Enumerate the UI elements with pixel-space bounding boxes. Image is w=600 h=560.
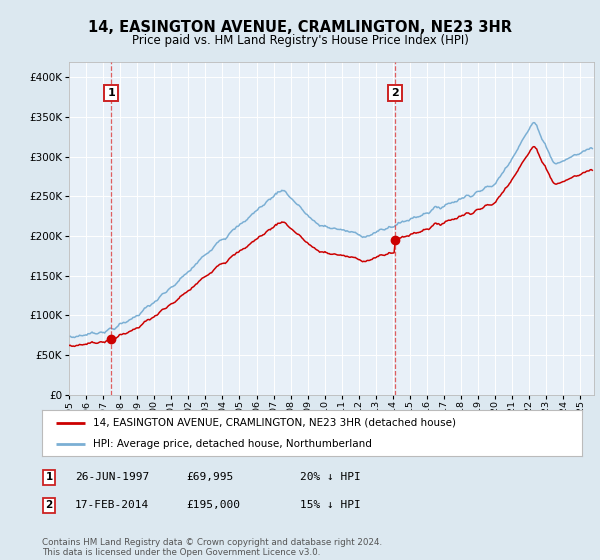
Text: 2: 2 bbox=[46, 500, 53, 510]
Text: £195,000: £195,000 bbox=[186, 500, 240, 510]
Text: HPI: Average price, detached house, Northumberland: HPI: Average price, detached house, Nort… bbox=[94, 439, 372, 449]
Text: Contains HM Land Registry data © Crown copyright and database right 2024.
This d: Contains HM Land Registry data © Crown c… bbox=[42, 538, 382, 557]
Text: 1: 1 bbox=[107, 88, 115, 99]
Text: 14, EASINGTON AVENUE, CRAMLINGTON, NE23 3HR: 14, EASINGTON AVENUE, CRAMLINGTON, NE23 … bbox=[88, 20, 512, 35]
Text: 15% ↓ HPI: 15% ↓ HPI bbox=[300, 500, 361, 510]
Text: 17-FEB-2014: 17-FEB-2014 bbox=[75, 500, 149, 510]
Text: £69,995: £69,995 bbox=[186, 472, 233, 482]
Text: 20% ↓ HPI: 20% ↓ HPI bbox=[300, 472, 361, 482]
Text: Price paid vs. HM Land Registry's House Price Index (HPI): Price paid vs. HM Land Registry's House … bbox=[131, 34, 469, 46]
Text: 2: 2 bbox=[391, 88, 399, 99]
Text: 14, EASINGTON AVENUE, CRAMLINGTON, NE23 3HR (detached house): 14, EASINGTON AVENUE, CRAMLINGTON, NE23 … bbox=[94, 418, 457, 428]
Text: 26-JUN-1997: 26-JUN-1997 bbox=[75, 472, 149, 482]
Text: 1: 1 bbox=[46, 472, 53, 482]
